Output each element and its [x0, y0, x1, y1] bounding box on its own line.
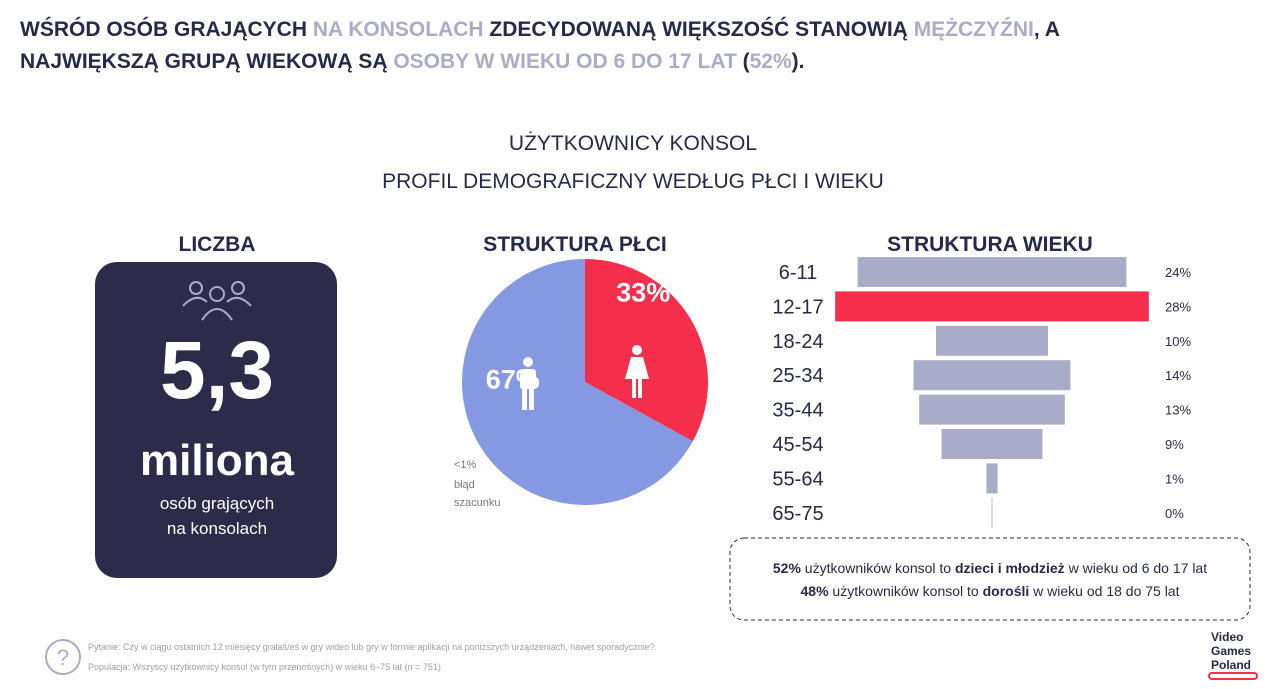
count-unit: miliona [140, 436, 295, 485]
value-label: 28% [1165, 299, 1191, 314]
help-icon [45, 639, 81, 675]
count-caption: na konsolach [167, 519, 267, 538]
logo-text: Poland [1211, 658, 1251, 672]
headline-segment: NA KONSOLACH [313, 18, 484, 41]
value-label: 24% [1165, 265, 1191, 280]
headline-segment: ). [792, 50, 805, 73]
panel-heading: LICZBA [179, 233, 256, 256]
bar [919, 394, 1065, 425]
logo-underline [1208, 672, 1258, 680]
headline-line: WŚRÓD OSÓB GRAJĄCYCH NA KONSOLACH ZDECYD… [20, 17, 1060, 41]
pie-slice [585, 259, 708, 442]
bar [991, 497, 993, 528]
summary-segment: dorośli [983, 583, 1030, 599]
summary-segment: 52% [773, 560, 802, 576]
count-panel [95, 262, 337, 578]
category-label: 18-24 [772, 331, 823, 353]
category-label: 35-44 [772, 400, 823, 422]
male-icon [520, 357, 536, 410]
female-icon [625, 345, 649, 398]
value-label: 10% [1165, 334, 1191, 349]
bar [986, 463, 998, 494]
pie-slice [461, 259, 693, 506]
headline-segment: MĘŻCZYŹNI [914, 18, 1034, 41]
count-number: 5,3 [160, 325, 274, 416]
headline-segment: ZDECYDOWANĄ WIĘKSZOŚĆ STANOWIĄ [484, 17, 914, 41]
summary-segment: w wieku od 6 do 17 lat [1065, 560, 1208, 576]
bar-chart: 6-11 24% 12-17 28% 18-24 10% 25-34 14% 35-44 13% 4… [772, 257, 1191, 528]
help-icon-glyph: ? [57, 645, 69, 670]
headline-segment: ( [737, 50, 750, 73]
value-label: 0% [1165, 506, 1184, 521]
bar [941, 429, 1043, 459]
summary-box [729, 537, 1251, 621]
value-label: 9% [1165, 437, 1184, 452]
footer-population: Populacja: Wszyscy użytkownicy konsol (w… [88, 662, 441, 672]
headline-segment: NAJWIĘKSZĄ GRUPĄ WIEKOWĄ SĄ [20, 50, 393, 73]
category-label: 55-64 [772, 468, 823, 490]
bar [913, 360, 1071, 391]
bar [835, 291, 1149, 322]
pie-note: błąd [454, 479, 475, 491]
pie-title: STRUKTURA PŁCI [483, 233, 667, 256]
summary-segment: użytkowników konsol to [829, 583, 983, 599]
category-label: 65-75 [772, 503, 823, 525]
headline: WŚRÓD OSÓB GRAJĄCYCH NA KONSOLACH ZDECYD… [20, 17, 1060, 73]
bar [857, 257, 1127, 287]
category-label: 6-11 [779, 262, 818, 284]
summary-segment: w wieku od 18 do 75 lat [1029, 583, 1179, 599]
headline-segment: WŚRÓD OSÓB GRAJĄCYCH [20, 17, 313, 41]
section-title: UŻYTKOWNICY KONSOL [509, 132, 757, 155]
pie-note: szacunku [454, 497, 500, 509]
category-label: 45-54 [772, 434, 823, 456]
summary-segment: użytkowników konsol to [801, 560, 955, 576]
headline-segment: 52% [750, 50, 792, 73]
value-label: 1% [1165, 471, 1184, 486]
pie-label: 33% [616, 278, 670, 308]
section-subtitle: PROFIL DEMOGRAFICZNY WEDŁUG PŁCI I WIEKU [382, 170, 884, 193]
summary-line: 48% użytkowników konsol to dorośli w wie… [801, 583, 1180, 599]
category-label: 25-34 [772, 365, 823, 387]
headline-segment: , A [1034, 18, 1060, 41]
count-caption: osób grających [160, 494, 274, 513]
category-label: 12-17 [772, 296, 823, 318]
value-label: 13% [1165, 403, 1191, 418]
summary: 52% użytkowników konsol to dzieci i młod… [773, 560, 1207, 599]
value-label: 14% [1165, 368, 1191, 383]
footer-question: Pytanie: Czy w ciągu ostatnich 12 miesię… [88, 642, 655, 652]
logo-text: Games [1211, 644, 1251, 658]
logo-text: Video [1211, 630, 1243, 644]
headline-segment: OSOBY W WIEKU OD 6 DO 17 LAT [393, 50, 737, 73]
bar-title: STRUKTURA WIEKU [887, 233, 1093, 256]
summary-line: 52% użytkowników konsol to dzieci i młod… [773, 560, 1207, 576]
headline-line: NAJWIĘKSZĄ GRUPĄ WIEKOWĄ SĄ OSOBY W WIEK… [20, 50, 804, 73]
summary-segment: 48% [801, 583, 830, 599]
pie-note: <1% [454, 459, 477, 471]
bar [936, 325, 1048, 356]
pie-chart: 33%67% [461, 259, 708, 506]
summary-segment: dzieci i młodzież [955, 560, 1065, 576]
people-icon [182, 281, 252, 321]
